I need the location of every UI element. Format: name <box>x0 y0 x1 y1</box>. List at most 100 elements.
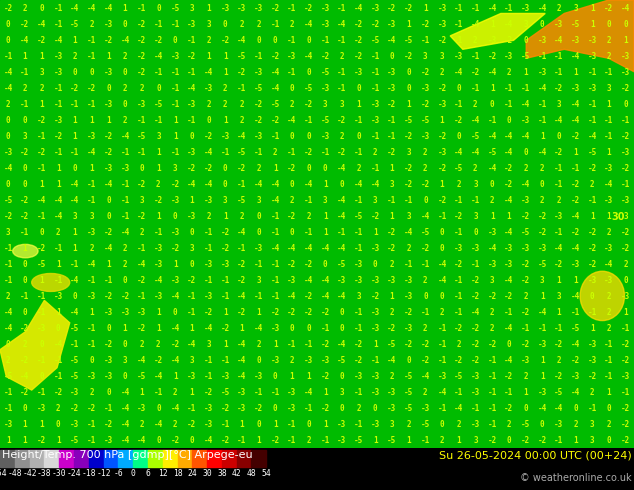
Text: 0: 0 <box>607 436 611 445</box>
Text: -2: -2 <box>287 212 297 220</box>
Text: -3: -3 <box>621 196 630 205</box>
Text: 2: 2 <box>56 228 61 237</box>
Text: -2: -2 <box>221 404 230 413</box>
Text: 2: 2 <box>123 84 127 93</box>
Text: -1: -1 <box>70 147 80 157</box>
Text: -2: -2 <box>304 292 313 301</box>
Text: 24: 24 <box>188 469 197 478</box>
Text: -4: -4 <box>337 244 347 253</box>
Text: -3: -3 <box>154 260 163 269</box>
Text: 2: 2 <box>623 260 628 269</box>
Text: -1: -1 <box>421 308 430 317</box>
Text: -2: -2 <box>554 147 564 157</box>
Text: 2: 2 <box>423 324 428 333</box>
Text: Height/Temp. 700 hPa [gdmp][°C] Arpege-eu: Height/Temp. 700 hPa [gdmp][°C] Arpege-e… <box>2 450 252 461</box>
Text: -1: -1 <box>571 308 580 317</box>
Text: -4: -4 <box>271 84 280 93</box>
Text: 0: 0 <box>356 84 361 93</box>
Text: -2: -2 <box>20 324 30 333</box>
Text: 3: 3 <box>406 212 411 220</box>
Text: 3: 3 <box>123 356 127 365</box>
Text: 2: 2 <box>340 51 344 61</box>
Text: -3: -3 <box>371 99 380 109</box>
Text: -42: -42 <box>22 469 37 478</box>
Text: -4: -4 <box>437 260 447 269</box>
Text: -4: -4 <box>287 292 297 301</box>
Text: -4: -4 <box>554 116 564 124</box>
Text: 2: 2 <box>490 196 495 205</box>
Text: -5: -5 <box>421 116 430 124</box>
Text: 0: 0 <box>39 228 44 237</box>
Text: -2: -2 <box>254 116 263 124</box>
Text: -18: -18 <box>81 469 96 478</box>
Text: -1: -1 <box>87 99 96 109</box>
Text: -2: -2 <box>571 196 580 205</box>
Text: 0: 0 <box>6 36 11 45</box>
Text: -1: -1 <box>571 164 580 172</box>
Text: -3: -3 <box>221 3 230 13</box>
Text: -4: -4 <box>504 276 514 285</box>
Text: -1: -1 <box>321 36 330 45</box>
Text: -3: -3 <box>604 276 614 285</box>
Text: 0: 0 <box>540 180 545 189</box>
Text: -3: -3 <box>588 340 597 349</box>
Text: 0: 0 <box>290 84 294 93</box>
Text: -1: -1 <box>421 36 430 45</box>
Text: 0: 0 <box>131 469 136 478</box>
Text: -2: -2 <box>204 308 213 317</box>
Text: -3: -3 <box>454 244 463 253</box>
Text: -1: -1 <box>504 3 514 13</box>
Text: 2: 2 <box>406 420 411 429</box>
Text: -4: -4 <box>404 228 413 237</box>
Text: 1: 1 <box>507 212 511 220</box>
Text: -4: -4 <box>54 340 63 349</box>
Text: -2: -2 <box>621 404 630 413</box>
Text: -3: -3 <box>488 36 496 45</box>
Text: 1: 1 <box>6 436 11 445</box>
Bar <box>133 450 148 467</box>
Text: -1: -1 <box>187 404 197 413</box>
Text: -1: -1 <box>87 436 96 445</box>
Text: -1: -1 <box>37 164 46 172</box>
Text: -3: -3 <box>54 51 63 61</box>
Text: -1: -1 <box>204 228 213 237</box>
Text: 1: 1 <box>623 36 628 45</box>
Text: 3: 3 <box>590 436 595 445</box>
Text: 1: 1 <box>607 212 611 220</box>
Text: -2: -2 <box>321 308 330 317</box>
Text: 0: 0 <box>223 180 228 189</box>
Text: -5: -5 <box>488 147 496 157</box>
Text: -1: -1 <box>137 292 146 301</box>
Text: -1: -1 <box>70 99 80 109</box>
Text: -5: -5 <box>304 84 313 93</box>
Text: -3: -3 <box>504 51 514 61</box>
Text: -5: -5 <box>321 116 330 124</box>
Text: -2: -2 <box>571 228 580 237</box>
Text: -2: -2 <box>287 260 297 269</box>
Text: -2: -2 <box>621 340 630 349</box>
Text: -1: -1 <box>137 116 146 124</box>
Text: 2: 2 <box>240 212 244 220</box>
Text: 0: 0 <box>6 20 11 28</box>
Text: 0: 0 <box>6 132 11 141</box>
Text: 1: 1 <box>607 388 611 397</box>
Text: 2: 2 <box>156 180 160 189</box>
Text: -2: -2 <box>321 340 330 349</box>
Text: 1: 1 <box>256 308 261 317</box>
Text: -5: -5 <box>521 420 530 429</box>
Text: 0: 0 <box>406 68 411 76</box>
Text: -3: -3 <box>387 68 397 76</box>
Text: -3: -3 <box>254 68 263 76</box>
Text: 3: 3 <box>206 20 210 28</box>
Text: -5: -5 <box>404 372 413 381</box>
Text: -1: -1 <box>120 212 130 220</box>
Text: -3: -3 <box>538 388 547 397</box>
Text: -2: -2 <box>171 244 179 253</box>
Text: -1: -1 <box>254 260 263 269</box>
Text: -4: -4 <box>554 404 564 413</box>
Text: 0: 0 <box>590 292 595 301</box>
Text: -3: -3 <box>471 372 480 381</box>
Text: -2: -2 <box>588 164 597 172</box>
Bar <box>207 450 222 467</box>
Text: -3: -3 <box>387 84 397 93</box>
